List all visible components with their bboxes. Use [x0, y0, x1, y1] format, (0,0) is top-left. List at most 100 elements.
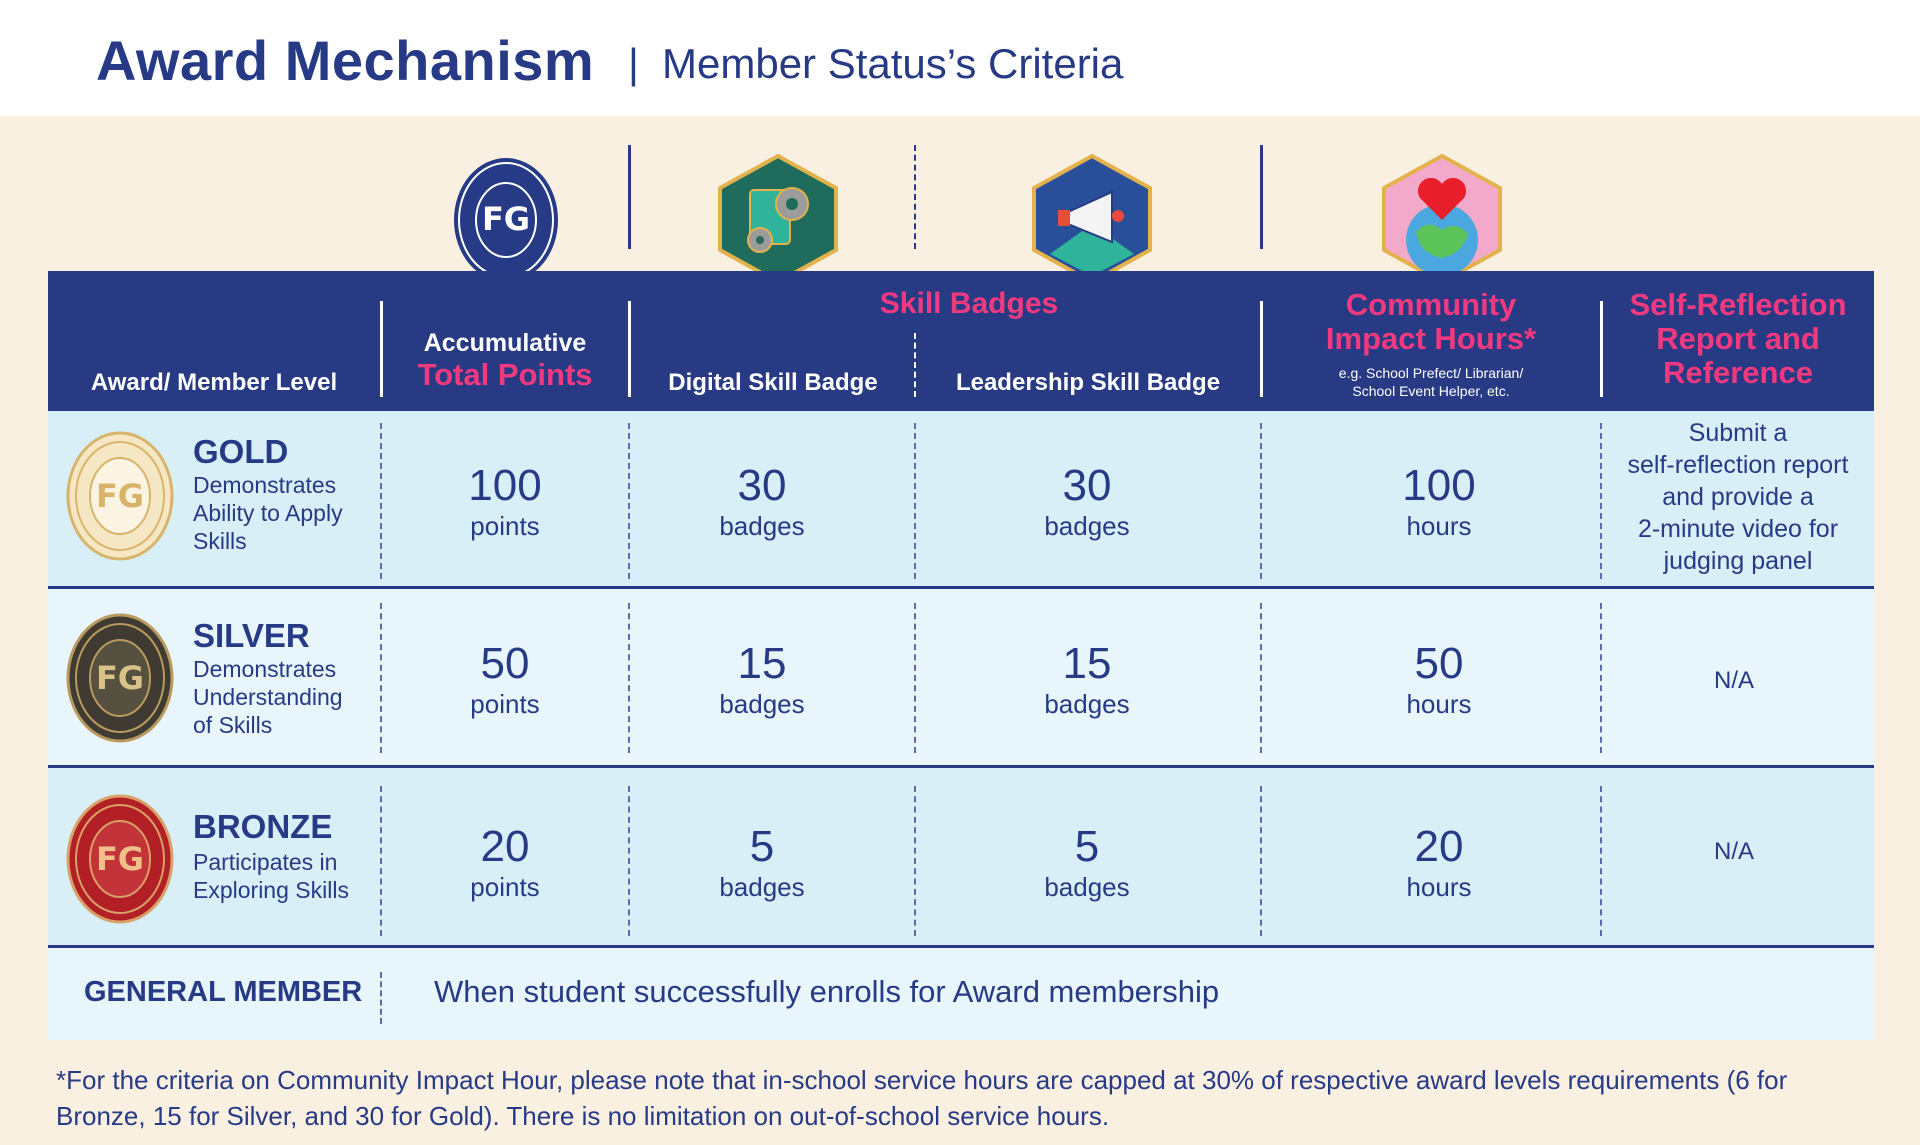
header-level: Award/ Member Level [90, 369, 338, 396]
reflection-line: 2-minute video for [1637, 515, 1839, 543]
level-desc-line: Participates in [193, 849, 338, 875]
points-unit: points [470, 689, 540, 719]
header-points-line2: Total Points [417, 357, 593, 392]
cell-divider [380, 423, 382, 579]
table-row-bronze: FG BRONZE Participates in Exploring Skil… [48, 768, 1874, 948]
table-row-silver: FG SILVER Demonstrates Understanding of … [48, 589, 1874, 768]
divider [628, 145, 631, 249]
header-divider [1260, 301, 1263, 397]
cell-divider [1260, 423, 1262, 579]
cell-divider [628, 603, 630, 753]
header-community-line2: Impact Hours* [1325, 321, 1537, 356]
footnote: *For the criteria on Community Impact Ho… [56, 1065, 1788, 1131]
general-member-text: When student successfully enrolls for Aw… [434, 974, 1220, 1009]
cell-divider [1600, 603, 1602, 753]
table-row-general: GENERAL MEMBER When student successfully… [48, 948, 1874, 1040]
points-value: 20 [480, 822, 530, 871]
cell-divider [1260, 786, 1262, 936]
header-community-note-line1: e.g. School Prefect/ Librarian/ [1338, 365, 1524, 381]
points-value: 100 [468, 461, 542, 510]
level-desc-line: Skills [193, 528, 247, 554]
divider [914, 145, 916, 249]
level-desc-line: Demonstrates [193, 656, 337, 682]
header-divider [628, 301, 631, 397]
leadership-badge-value: 15 [1062, 639, 1112, 688]
reflection-line: self-reflection report [1627, 451, 1849, 479]
digital-badge-unit: badges [719, 511, 805, 541]
digital-skill-badge-icon [718, 154, 838, 284]
header-skill-badges: Skill Badges [879, 287, 1059, 320]
reflection-na: N/A [1713, 667, 1754, 694]
cell-divider [914, 423, 916, 579]
header-community-note-line2: School Event Helper, etc. [1352, 383, 1510, 399]
community-impact-badge-icon [1382, 154, 1502, 284]
cell-divider [1600, 786, 1602, 936]
header-reflection-line2: Report and [1656, 321, 1820, 356]
leadership-badge-unit: badges [1044, 872, 1130, 902]
table-header: Award/ Member Level Accumulative Total P… [48, 271, 1874, 411]
silver-medal-text: FG [96, 659, 144, 697]
cell-divider [1260, 603, 1262, 753]
cell-divider [914, 786, 916, 936]
header-community-line1: Community [1345, 287, 1517, 322]
leadership-badge-value: 5 [1074, 822, 1100, 871]
hours-value: 50 [1414, 639, 1464, 688]
row-divider [48, 765, 1874, 768]
level-desc-line: of Skills [193, 712, 273, 738]
level-desc-line: Demonstrates [193, 472, 337, 498]
reflection-line: Submit a [1688, 419, 1788, 447]
leadership-skill-badge-icon [1032, 154, 1152, 284]
gold-medal-text: FG [96, 477, 144, 515]
silver-medal-icon: FG [66, 613, 174, 743]
hours-value: 20 [1414, 822, 1464, 871]
points-unit: points [470, 511, 540, 541]
digital-badge-unit: badges [719, 689, 805, 719]
hours-value: 100 [1402, 461, 1476, 510]
reflection-line: judging panel [1663, 547, 1813, 575]
header-reflection-line1: Self-Reflection [1629, 287, 1847, 322]
general-member-label: GENERAL MEMBER [84, 976, 363, 1008]
header-points-line1: Accumulative [423, 329, 587, 357]
leadership-badge-unit: badges [1044, 689, 1130, 719]
page-title: Award Mechanism [96, 29, 595, 92]
table-row-gold: FG GOLD Demonstrates Ability to Apply Sk… [48, 411, 1874, 589]
level-name-bronze: BRONZE [193, 808, 333, 845]
page-subtitle: Member Status’s Criteria [662, 40, 1124, 87]
hours-unit: hours [1406, 689, 1472, 719]
level-name-gold: GOLD [193, 433, 289, 470]
cell-divider [380, 603, 382, 753]
points-value: 50 [480, 639, 530, 688]
cell-divider [380, 972, 382, 1024]
cell-divider [628, 786, 630, 936]
title-bar: Award Mechanism | Member Status’s Criter… [0, 0, 1920, 116]
leadership-badge-unit: badges [1044, 511, 1130, 541]
points-unit: points [470, 872, 540, 902]
level-desc-line: Understanding [193, 684, 343, 710]
header-divider [1600, 301, 1603, 397]
title-separator: | [628, 40, 639, 87]
header-reflection-line3: Reference [1663, 355, 1813, 390]
fg-award-logo-icon: FG [454, 158, 558, 282]
level-desc-line: Exploring Skills [193, 877, 349, 903]
divider [1260, 145, 1263, 249]
digital-badge-value: 15 [737, 639, 787, 688]
fg-logo-text: FG [482, 200, 530, 238]
row-divider [48, 586, 1874, 589]
header-divider [914, 333, 916, 397]
gold-medal-icon: FG [66, 431, 174, 561]
header-leadership: Leadership Skill Badge [955, 369, 1221, 396]
leadership-badge-value: 30 [1062, 461, 1112, 510]
digital-badge-unit: badges [719, 872, 805, 902]
cell-divider [380, 786, 382, 936]
bronze-medal-text: FG [96, 840, 144, 878]
cell-divider [1600, 423, 1602, 579]
bronze-medal-icon: FG [66, 794, 174, 924]
digital-badge-value: 5 [749, 822, 775, 871]
level-name-silver: SILVER [193, 617, 310, 654]
row-divider [48, 945, 1874, 948]
cell-divider [914, 603, 916, 753]
digital-badge-value: 30 [737, 461, 787, 510]
header-digital: Digital Skill Badge [668, 369, 878, 396]
level-desc-line: Ability to Apply [193, 500, 343, 526]
reflection-na: N/A [1713, 838, 1754, 865]
